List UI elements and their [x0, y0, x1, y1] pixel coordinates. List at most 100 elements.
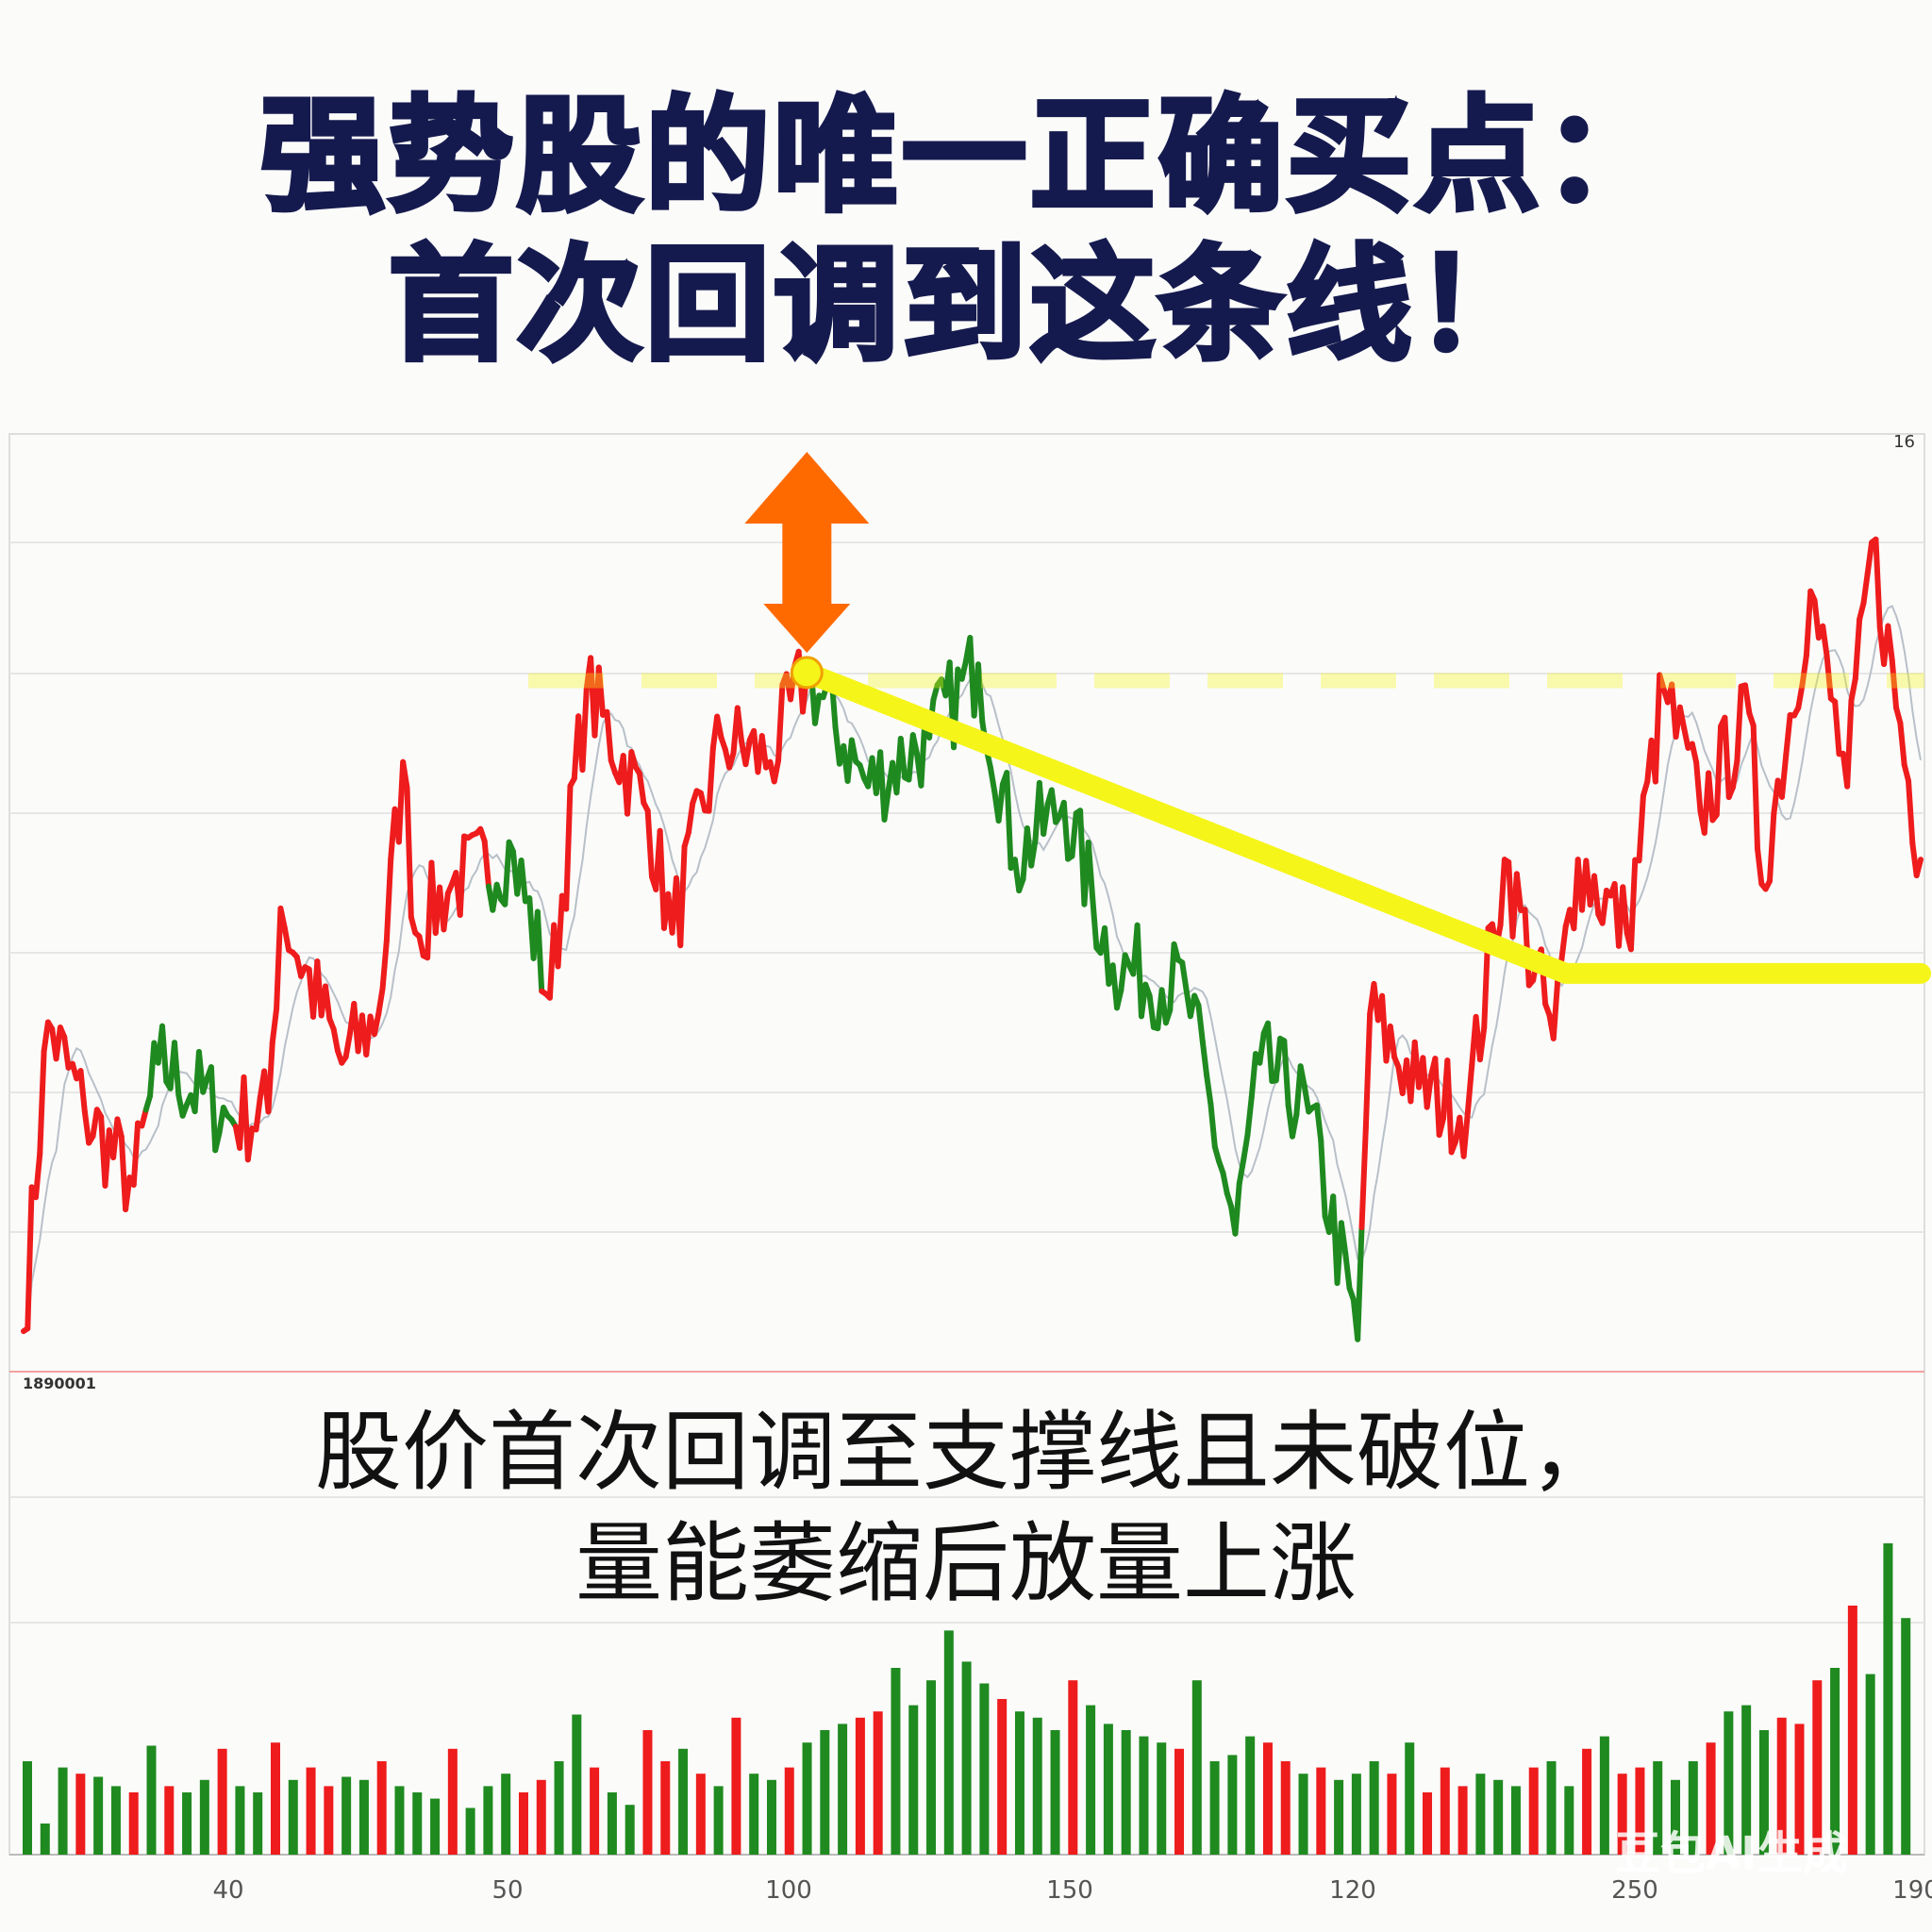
volume-bar [40, 1824, 50, 1855]
volume-bar [1812, 1680, 1823, 1855]
volume-bar [678, 1748, 689, 1855]
title-line-1: 强势股的唯一正确买点： [258, 84, 1672, 229]
volume-bar [855, 1717, 865, 1855]
price-segment [1248, 1051, 1259, 1101]
price-segment [1179, 959, 1190, 993]
price-segment [41, 1019, 51, 1055]
price-segment [1241, 1132, 1251, 1164]
volume-bar [1369, 1761, 1379, 1855]
price-segment [1873, 536, 1883, 631]
price-segment [1004, 770, 1014, 872]
price-segment [253, 1094, 263, 1133]
volume-bar [1510, 1786, 1521, 1855]
price-segment [1852, 616, 1863, 682]
price-segment [604, 708, 614, 764]
price-segment [1513, 871, 1524, 913]
volume-bar [1316, 1767, 1326, 1855]
volume-bar [766, 1779, 776, 1855]
price-segment [1028, 837, 1039, 869]
volume-bar [1830, 1668, 1840, 1855]
volume-bar [341, 1776, 352, 1855]
price-segment [1864, 540, 1875, 576]
price-segment [61, 1034, 72, 1071]
price-segment [677, 843, 688, 949]
price-segment [330, 1025, 341, 1055]
volume-bar [1457, 1786, 1468, 1855]
price-segment [714, 713, 724, 741]
volume-bar [376, 1761, 387, 1855]
price-segment [1444, 1058, 1455, 1156]
price-segment [1355, 1224, 1365, 1342]
price-segment [1273, 1035, 1284, 1084]
x-axis-ticks: 40 50 100 150 120 250 190 [212, 1876, 1932, 1905]
volume-bar [908, 1705, 919, 1855]
volume-bar [1014, 1711, 1024, 1855]
x-tick-label: 40 [212, 1876, 243, 1905]
price-segment [995, 781, 1006, 824]
price-segment [32, 1150, 43, 1201]
price-segment [404, 785, 414, 921]
price-segment [1897, 720, 1907, 768]
volume-bar [1121, 1730, 1131, 1855]
volume-bar [1245, 1736, 1256, 1855]
price-segment [1257, 1030, 1267, 1066]
price-segment [1476, 1024, 1488, 1063]
price-segment [1885, 623, 1895, 663]
price-segment [281, 924, 292, 954]
price-segment [1676, 704, 1688, 731]
price-segment [563, 783, 574, 912]
volume-bar [1032, 1717, 1042, 1855]
price-segment [1146, 992, 1157, 1030]
price-segment [734, 705, 745, 745]
price-segment [848, 737, 859, 765]
price-segment [758, 733, 770, 771]
x-tick-label: 120 [1329, 1876, 1376, 1905]
price-segment [1289, 1111, 1300, 1140]
price-segment [644, 808, 655, 880]
price-segment [1689, 741, 1700, 766]
volume-bar [430, 1798, 441, 1855]
volume-bar [253, 1792, 263, 1855]
price-segment [1860, 570, 1871, 607]
price-segment [371, 1010, 382, 1038]
volume-label: 1890001 [23, 1374, 96, 1392]
price-segment [1750, 723, 1761, 852]
price-segment [1424, 1073, 1435, 1110]
price-segment [1195, 1002, 1206, 1045]
price-segment [1844, 697, 1855, 790]
price-segment [775, 681, 786, 764]
volume-bar [961, 1661, 972, 1855]
volume-bar [1883, 1543, 1893, 1855]
volume-bar [713, 1786, 724, 1855]
volume-bar [128, 1792, 139, 1855]
volume-bar [235, 1786, 245, 1855]
volume-bar [802, 1742, 812, 1855]
volume-bar [572, 1714, 582, 1855]
price-segment [342, 1030, 353, 1060]
price-segment [1301, 1084, 1312, 1115]
volume-bar [749, 1774, 759, 1855]
price-segment [274, 905, 284, 1012]
volume-bar [926, 1680, 937, 1855]
volume-bar [1174, 1748, 1185, 1855]
price-series [20, 536, 1924, 1342]
price-segment [1497, 857, 1507, 928]
volume-bar [1794, 1724, 1805, 1855]
price-segment [1799, 652, 1809, 688]
price-segment [1090, 893, 1100, 951]
volume-bar [1405, 1742, 1415, 1855]
price-segment [1338, 1220, 1349, 1257]
volume-bar [483, 1786, 493, 1855]
volume-bar [358, 1779, 369, 1855]
price-segment [771, 758, 782, 785]
volume-bar [1157, 1742, 1167, 1855]
volume-bar [590, 1767, 600, 1855]
price-segment [1208, 1101, 1218, 1150]
price-segment [1820, 623, 1830, 659]
price-segment [1114, 987, 1124, 1011]
volume-bar [979, 1683, 990, 1855]
price-segment [77, 1068, 88, 1115]
volume-bar [270, 1742, 280, 1855]
price-segment [1362, 1010, 1374, 1131]
price-segment [1620, 884, 1630, 936]
